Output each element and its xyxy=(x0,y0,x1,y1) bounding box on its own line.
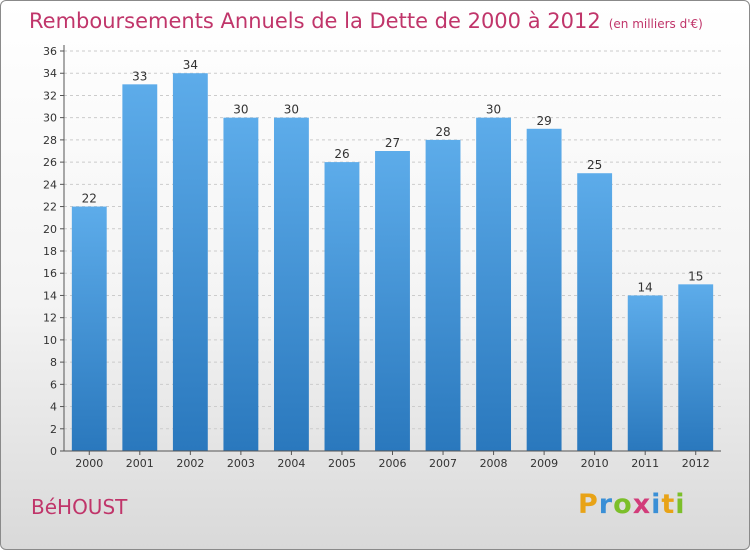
data-label-2006: 27 xyxy=(385,136,400,150)
y-tick-label: 16 xyxy=(43,267,57,280)
y-tick-label: 18 xyxy=(43,245,57,258)
data-label-2010: 25 xyxy=(587,158,602,172)
data-label-2001: 33 xyxy=(132,69,147,83)
data-label-2005: 26 xyxy=(334,147,349,161)
data-label-2002: 34 xyxy=(183,58,198,72)
x-tick-label-2008: 2008 xyxy=(480,457,508,470)
proxiti-logo: Proxiti xyxy=(578,489,686,520)
x-tick-label-2011: 2011 xyxy=(631,457,659,470)
y-tick-label: 28 xyxy=(43,134,57,147)
bar-2008 xyxy=(476,117,512,452)
logo-letter: o xyxy=(613,489,633,520)
bar-2004 xyxy=(273,117,309,452)
bar-2005 xyxy=(324,162,360,451)
x-tick-label-2004: 2004 xyxy=(277,457,305,470)
y-tick-label: 26 xyxy=(43,156,57,169)
data-label-2009: 29 xyxy=(536,114,551,128)
bar-2009 xyxy=(526,128,562,451)
y-tick-label: 10 xyxy=(43,334,57,347)
y-tick-label: 34 xyxy=(43,67,57,80)
y-tick-label: 32 xyxy=(43,89,57,102)
x-tick-label-2006: 2006 xyxy=(379,457,407,470)
chart-subtitle: (en milliers d'€) xyxy=(608,17,703,31)
data-label-2011: 14 xyxy=(638,280,653,294)
bar-2012 xyxy=(678,284,714,451)
bar-2007 xyxy=(425,139,461,451)
bar-2003 xyxy=(223,117,259,452)
bar-2006 xyxy=(375,151,410,451)
x-tick-label-2002: 2002 xyxy=(176,457,204,470)
data-label-2007: 28 xyxy=(435,125,450,139)
y-tick-label: 36 xyxy=(43,45,57,58)
data-label-2008: 30 xyxy=(486,103,501,117)
logo-letter: x xyxy=(632,489,652,520)
bar-2011 xyxy=(627,295,663,451)
bar-2001 xyxy=(122,84,158,451)
logo-letter: i xyxy=(675,489,686,520)
chart-title: Remboursements Annuels de la Dette de 20… xyxy=(29,9,703,33)
data-label-2004: 30 xyxy=(284,103,299,117)
data-label-2000: 22 xyxy=(82,192,97,206)
x-tick-label-2012: 2012 xyxy=(682,457,710,470)
y-tick-label: 30 xyxy=(43,112,57,125)
y-tick-label: 22 xyxy=(43,201,57,214)
x-tick-label-2000: 2000 xyxy=(75,457,103,470)
x-tick-label-2009: 2009 xyxy=(530,457,558,470)
bar-2002 xyxy=(172,73,208,451)
y-tick-label: 14 xyxy=(43,289,57,302)
y-tick-label: 12 xyxy=(43,312,57,325)
y-tick-label: 24 xyxy=(43,178,57,191)
x-tick-label-2005: 2005 xyxy=(328,457,356,470)
data-label-2012: 15 xyxy=(688,269,703,283)
x-tick-label-2010: 2010 xyxy=(581,457,609,470)
y-tick-label: 0 xyxy=(50,445,57,458)
data-label-2003: 30 xyxy=(233,103,248,117)
logo-letter: r xyxy=(598,489,614,520)
y-tick-label: 20 xyxy=(43,223,57,236)
y-tick-label: 2 xyxy=(50,423,57,436)
place-name: BéHOUST xyxy=(31,495,128,519)
bar-2000 xyxy=(71,206,107,451)
bar-2010 xyxy=(577,173,613,451)
x-tick-label-2003: 2003 xyxy=(227,457,255,470)
logo-letter: i xyxy=(651,489,662,520)
x-tick-label-2007: 2007 xyxy=(429,457,457,470)
x-tick-label-2001: 2001 xyxy=(126,457,154,470)
y-tick-label: 4 xyxy=(50,401,57,414)
logo-letter: t xyxy=(661,489,676,520)
logo-letter: P xyxy=(578,489,599,520)
y-tick-label: 8 xyxy=(50,356,57,369)
y-tick-label: 6 xyxy=(50,378,57,391)
